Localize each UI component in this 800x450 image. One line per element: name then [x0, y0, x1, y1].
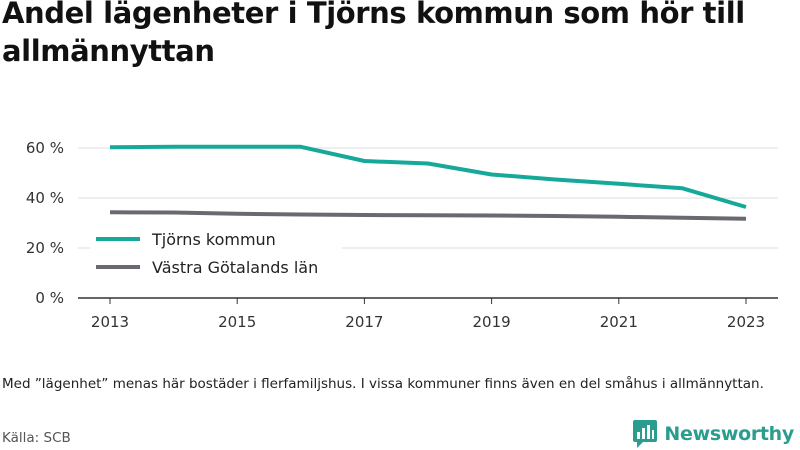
- y-tick-label: 40 %: [26, 189, 64, 207]
- x-tick-label: 2013: [91, 313, 129, 331]
- y-tick-label: 0 %: [35, 289, 64, 307]
- bar-chart-speech-bubble-icon: [633, 420, 658, 448]
- x-tick-label: 2023: [727, 313, 765, 331]
- x-tick-label: 2019: [473, 313, 511, 331]
- x-tick-label: 2015: [218, 313, 256, 331]
- chart-title: Andel lägenheter i Tjörns kommun som hör…: [2, 0, 745, 68]
- legend-label-1: Tjörns kommun: [151, 230, 276, 249]
- series-line-1: [109, 144, 747, 209]
- legend-label-2: Västra Götalands län: [152, 258, 318, 277]
- y-tick-label: 60 %: [26, 139, 64, 157]
- legend: Tjörns kommun Västra Götalands län: [90, 228, 342, 288]
- x-tick-label: 2017: [345, 313, 383, 331]
- series-line-2: [109, 210, 747, 221]
- axes: 0 % 20 % 40 % 60 % 2013 2015 2017 2019 2021 2023: [26, 139, 778, 331]
- source-label: Källa: SCB: [2, 430, 71, 446]
- x-tick-label: 2021: [600, 313, 638, 331]
- series-lines: [109, 144, 747, 221]
- y-tick-label: 20 %: [26, 239, 64, 257]
- brand-logo: Newsworthy: [633, 420, 794, 448]
- brand-name: Newsworthy: [664, 423, 794, 445]
- footnote: Med ”lägenhet” menas här bostäder i fler…: [2, 376, 764, 392]
